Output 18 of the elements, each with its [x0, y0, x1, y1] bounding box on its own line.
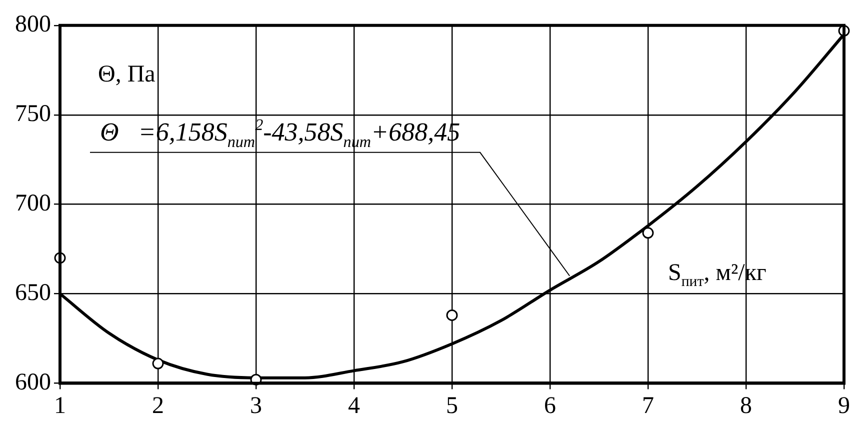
- y-axis-title: Θ, Па: [98, 61, 156, 88]
- point: [446, 309, 458, 321]
- x-tick-label: 4: [348, 392, 360, 419]
- x-tick-label: 6: [544, 392, 556, 419]
- point: [152, 358, 164, 370]
- point: [642, 227, 654, 239]
- y-tick-label: 700: [15, 190, 51, 217]
- x-tick-label: 2: [152, 392, 164, 419]
- x-tick-label: 7: [642, 392, 654, 419]
- y-tick-label: 750: [15, 101, 51, 128]
- x-tick-label: 3: [250, 392, 262, 419]
- y-tick-label: 800: [15, 12, 51, 38]
- y-tick-label: 600: [15, 369, 51, 396]
- y-tick-label: 650: [15, 280, 51, 306]
- x-tick-label: 1: [54, 392, 66, 419]
- x-tick-label: 8: [740, 392, 752, 419]
- x-tick-label: 5: [446, 392, 458, 419]
- x-tick-label: 9: [838, 392, 850, 419]
